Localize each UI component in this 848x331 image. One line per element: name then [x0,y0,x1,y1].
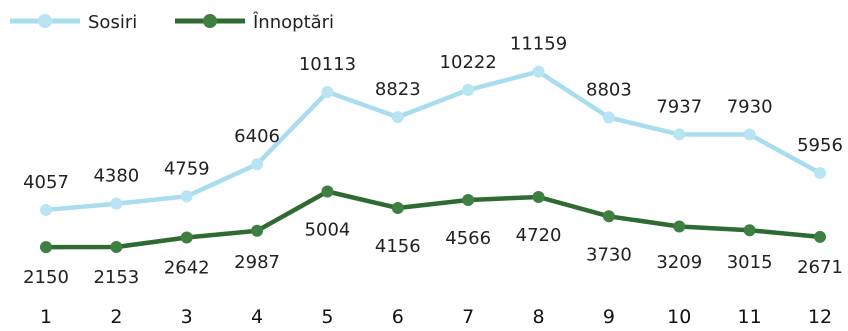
legend-marker-sosiri [38,14,52,28]
x-tick-label-4: 4 [251,306,263,328]
data-point-innoptari-6 [391,202,404,215]
data-point-innoptari-11 [743,224,756,237]
data-label-innoptari-4: 2987 [234,252,280,273]
data-label-innoptari-3: 2642 [164,257,210,278]
x-tick-label-6: 6 [392,306,404,328]
data-point-sosiri-1 [40,203,52,216]
data-label-innoptari-11: 3015 [727,252,773,273]
data-label-sosiri-9: 8803 [586,80,632,101]
x-tick-label-3: 3 [181,306,193,328]
data-point-innoptari-9 [602,210,615,223]
series-line-innoptari [43,189,823,250]
data-label-innoptari-7: 4566 [445,228,491,249]
data-label-innoptari-6: 4156 [375,236,421,257]
data-point-innoptari-12 [814,230,826,243]
x-tick-label-8: 8 [532,306,544,328]
data-point-sosiri-12 [814,166,826,179]
data-point-sosiri-4 [251,158,264,171]
x-tick-label-12: 12 [808,306,832,328]
data-label-sosiri-4: 6406 [234,126,280,147]
data-point-innoptari-5 [321,185,334,198]
data-label-sosiri-8: 11159 [510,34,567,55]
data-point-innoptari-1 [40,241,52,254]
legend-label-sosiri: Sosiri [88,12,137,33]
data-point-sosiri-5 [321,86,334,99]
data-label-sosiri-3: 4759 [164,158,210,179]
x-tick-label-7: 7 [462,306,474,328]
data-point-sosiri-10 [673,128,686,141]
x-tick-label-2: 2 [110,306,122,328]
x-tick-label-11: 11 [738,306,762,328]
data-label-innoptari-5: 5004 [305,220,351,241]
data-point-sosiri-8 [532,65,545,78]
x-tick-label-5: 5 [321,306,333,328]
legend-label-innoptari: Înnoptări [252,11,334,33]
data-point-innoptari-2 [110,241,123,254]
data-label-sosiri-11: 7930 [727,97,773,118]
data-label-innoptari-10: 3209 [656,252,702,273]
data-point-innoptari-8 [532,191,545,204]
x-tick-label-10: 10 [667,306,691,328]
data-label-sosiri-2: 4380 [93,166,139,187]
series-line-sosiri [43,69,823,213]
data-label-innoptari-12: 2671 [797,257,843,278]
plot-area: 4057 4380 47596406101138823102221115988037… [23,34,843,328]
data-label-sosiri-7: 10222 [440,52,497,73]
data-point-innoptari-7 [462,194,475,207]
data-point-sosiri-6 [391,111,404,124]
data-point-sosiri-3 [180,190,193,203]
data-label-innoptari-2: 2153 [93,267,139,288]
data-label-sosiri-12: 5956 [797,135,843,156]
data-label-innoptari-1: 2150 [23,267,69,288]
data-point-innoptari-10 [673,220,686,233]
data-label-innoptari-9: 3730 [586,244,632,265]
data-point-sosiri-11 [743,128,756,141]
data-label-innoptari-8: 4720 [516,225,562,246]
data-point-sosiri-7 [462,83,475,96]
data-label-sosiri-10: 7937 [656,96,702,117]
legend-marker-innoptari [203,14,217,28]
legend-item-sosiri: Sosiri [10,12,137,33]
data-point-sosiri-9 [602,111,615,124]
chart-legend: Sosiri Înnoptări [10,11,334,33]
data-label-sosiri-5: 10113 [299,54,356,75]
data-point-innoptari-3 [180,231,193,244]
x-tick-label-9: 9 [603,306,615,328]
legend-item-innoptari: Înnoptări [175,11,334,33]
data-point-innoptari-4 [251,224,264,237]
data-label-sosiri-6: 8823 [375,79,421,100]
x-tick-label-1: 1 [40,306,52,328]
data-point-sosiri-2 [110,197,123,210]
data-label-sosiri-1: 4057 [23,172,69,193]
